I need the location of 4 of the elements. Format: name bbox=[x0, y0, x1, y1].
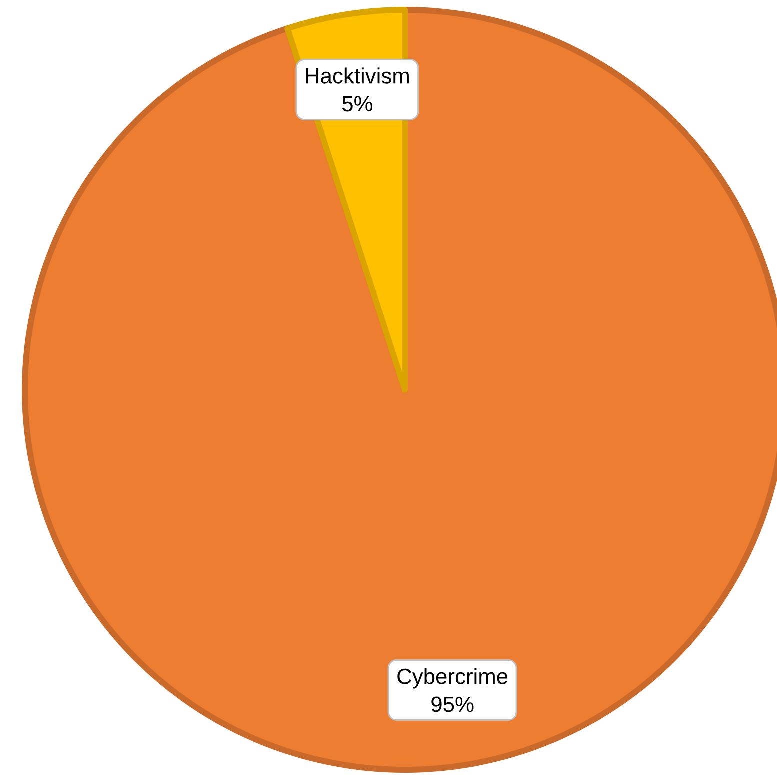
slice-label: Hacktivism bbox=[306, 68, 409, 84]
data-label: 95% bbox=[432, 696, 474, 712]
slice-label: Cybercrime bbox=[398, 668, 508, 689]
data-label: 5% bbox=[342, 96, 372, 112]
